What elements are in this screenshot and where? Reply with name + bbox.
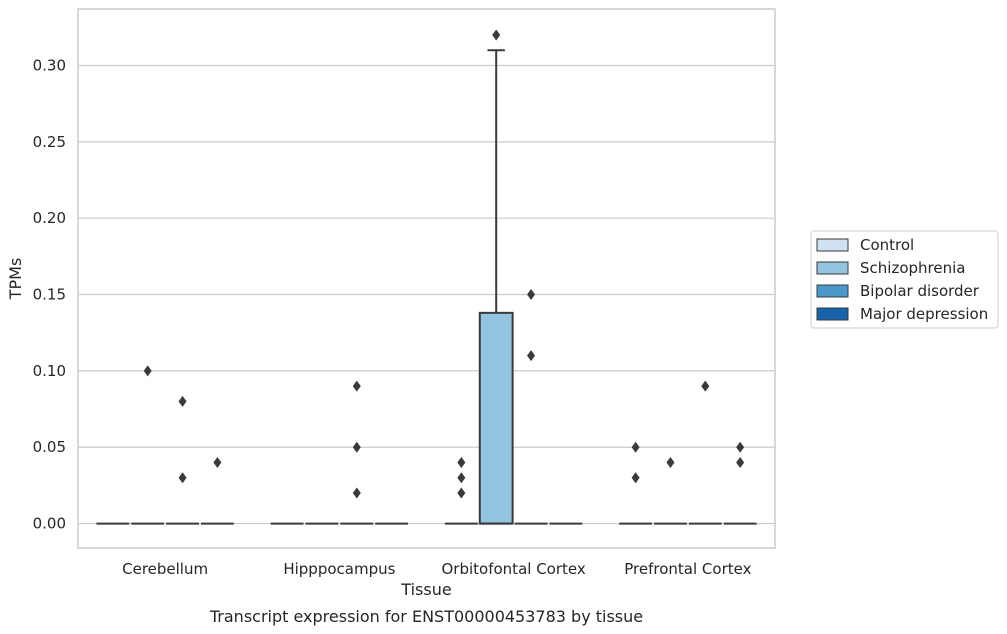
legend-frame [810,230,999,329]
outlier-point [352,380,361,392]
legend: Control Schizophrenia Bipolar disorder Majo… [810,230,999,329]
y-tick-labels: 0.00 0.05 0.10 0.15 0.20 0.25 0.30 [33,56,66,532]
x-tick-label: Orbitofontal Cortex [442,560,586,578]
x-tick-label: Hipppocampus [283,560,395,578]
y-tick-label: 0.05 [33,438,66,456]
outlier-point [213,456,222,468]
grid-lines [78,64,775,525]
y-tick-label: 0.25 [33,133,66,151]
box-0-2 [166,395,199,525]
legend-label: Major depression [860,305,988,323]
x-tick-labels: Cerebellum Hipppocampus Orbitofontal Corte… [122,560,751,578]
outlier-point [178,395,187,407]
outlier-point [736,441,745,453]
outlier-point [352,441,361,453]
y-axis-label: TPMs [6,258,25,301]
outlier-point [457,487,466,499]
box-1-2 [340,380,374,525]
box-3-1 [654,456,687,525]
outlier-point [527,289,536,301]
box-2-2 [514,289,548,525]
boxes [96,29,757,525]
outlier-point [736,456,745,468]
outlier-point [701,380,710,392]
outlier-point [666,456,675,468]
x-tick-label: Cerebellum [122,560,208,578]
outlier-point [492,29,501,41]
box-3-3 [723,441,757,525]
outlier-point [352,487,361,499]
y-tick-label: 0.20 [33,209,66,227]
box-2-1 [478,29,514,525]
legend-swatch [816,307,849,321]
box-0-3 [200,456,234,525]
x-tick-label: Prefrontal Cortex [624,560,751,578]
legend-swatch [816,261,849,275]
x-axis-label: Tissue [400,580,451,599]
outlier-point [457,456,466,468]
y-tick-label: 0.15 [33,286,66,304]
outlier-point [631,472,640,484]
box-3-2 [688,380,722,525]
legend-swatch [816,238,849,252]
legend-swatch [816,284,849,298]
plot-frame [77,8,776,549]
box-2-0 [444,456,478,525]
box-3-0 [619,441,653,525]
chart-caption: Transcript expression for ENST0000045378… [209,607,643,626]
outlier-point [527,350,536,362]
outlier-point [143,365,152,377]
y-tick-label: 0.00 [33,515,66,533]
y-tick-label: 0.10 [33,362,66,380]
box-0-1 [131,365,165,525]
outlier-point [631,441,640,453]
box-body [478,311,514,525]
y-tick-label: 0.30 [33,56,66,74]
legend-label: Schizophrenia [860,259,965,277]
legend-label: Bipolar disorder [860,282,980,300]
outlier-point [178,472,187,484]
outlier-point [457,472,466,484]
legend-label: Control [860,236,914,254]
